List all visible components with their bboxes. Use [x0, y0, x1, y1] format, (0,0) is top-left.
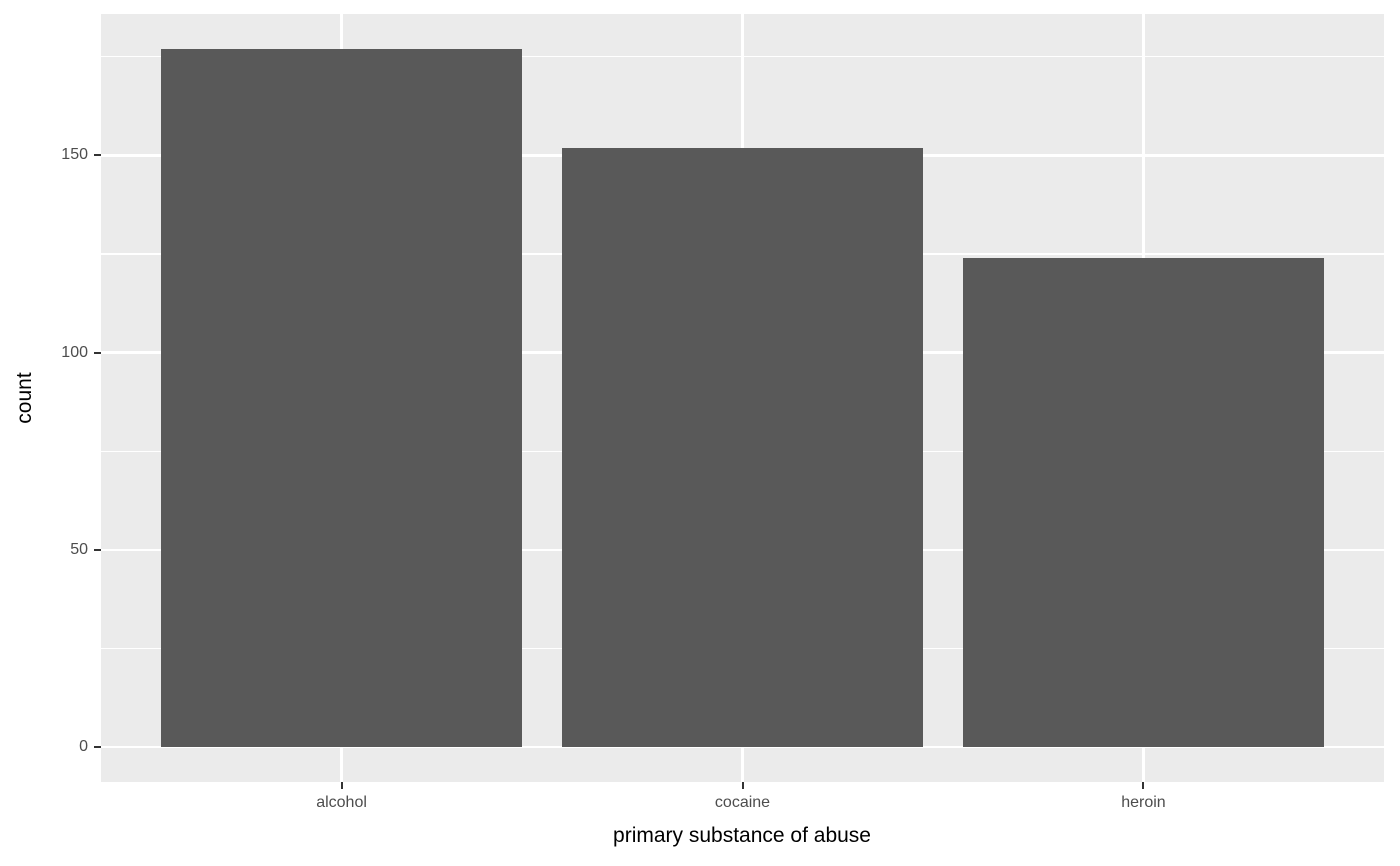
x-tick-mark-alcohol [340, 782, 343, 789]
bar-alcohol [161, 48, 522, 748]
plot-panel [101, 14, 1384, 782]
x-axis-title: primary substance of abuse [613, 824, 871, 847]
y-tick-mark-0 [94, 746, 101, 749]
x-tick-label-heroin: heroin [1121, 794, 1166, 811]
x-tick-mark-cocaine [741, 782, 744, 789]
y-tick-label-0: 0 [79, 738, 88, 756]
x-tick-mark-heroin [1142, 782, 1145, 789]
y-tick-label-50: 50 [70, 540, 88, 558]
y-tick-label-100: 100 [61, 343, 88, 361]
x-tick-label-alcohol: alcohol [316, 794, 367, 811]
y-tick-label-150: 150 [61, 146, 88, 164]
bar-cocaine [562, 147, 923, 748]
y-tick-mark-150 [94, 154, 101, 157]
y-axis-title: count [13, 372, 36, 424]
x-tick-label-cocaine: cocaine [714, 794, 771, 811]
y-tick-mark-50 [94, 548, 101, 551]
bar-heroin [963, 257, 1324, 748]
y-tick-mark-100 [94, 351, 101, 354]
